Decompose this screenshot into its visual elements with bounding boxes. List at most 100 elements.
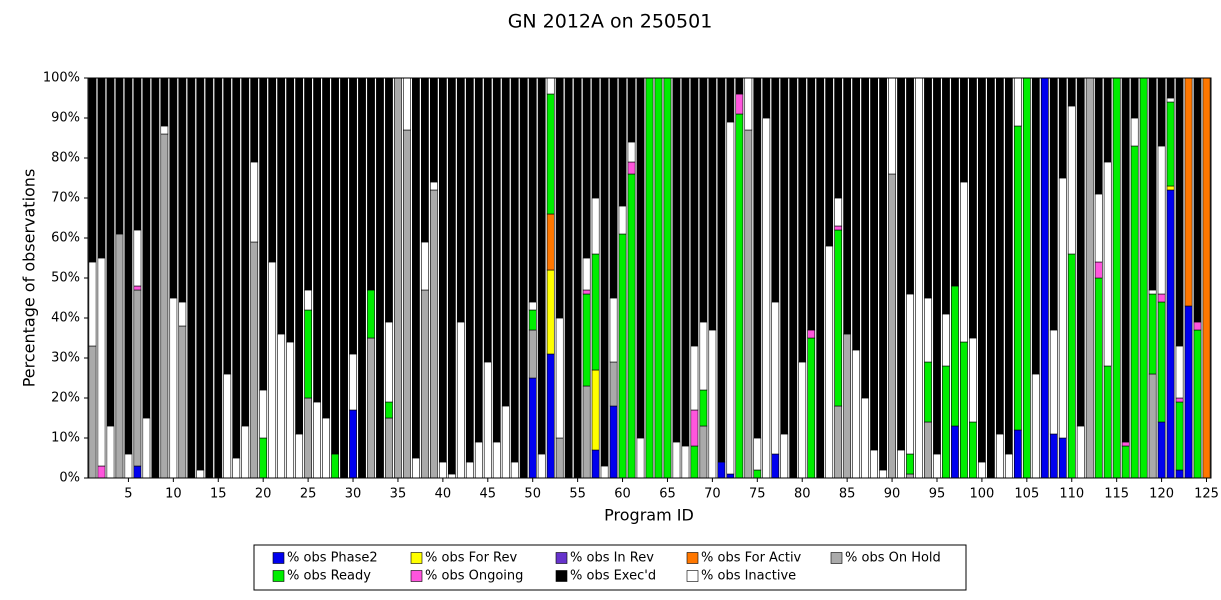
- bar-segment: [1013, 125, 1022, 431]
- bar-segment: [735, 93, 744, 115]
- bar-segment: [1067, 105, 1076, 255]
- bar-segment: [295, 77, 304, 435]
- bar-segment: [1103, 77, 1112, 163]
- bar-segment: [1166, 97, 1175, 103]
- bar-segment: [223, 77, 232, 375]
- bar-segment: [627, 161, 636, 175]
- bar-segment: [295, 433, 304, 479]
- bar-segment: [1013, 77, 1022, 127]
- y-axis-label: Percentage of observations: [20, 169, 39, 388]
- bar-segment: [609, 297, 618, 363]
- bar-segment: [798, 361, 807, 479]
- bar-segment: [546, 353, 555, 479]
- x-tick-label: 45: [480, 487, 497, 502]
- bar-segment: [456, 77, 465, 323]
- bar-segment: [412, 457, 420, 479]
- bar-segment: [600, 77, 609, 467]
- bar-segment: [528, 77, 537, 303]
- bar-segment: [268, 261, 277, 479]
- y-tick-label: 60%: [51, 231, 80, 246]
- bar-segment: [447, 473, 456, 479]
- bar-segment: [106, 425, 115, 479]
- bar-segment: [1184, 77, 1193, 307]
- x-tick-label: 85: [839, 487, 856, 502]
- bar-segment: [546, 77, 555, 95]
- bar-segment: [672, 77, 681, 443]
- bar-segment: [582, 77, 591, 259]
- bar-segment: [1166, 101, 1175, 187]
- bar-segment: [124, 453, 133, 479]
- bar-segment: [627, 173, 636, 479]
- bar-segment: [394, 77, 402, 479]
- x-tick-label: 25: [300, 487, 317, 502]
- bar-segment: [1166, 185, 1175, 191]
- bar-segment: [690, 445, 699, 479]
- bar-segment: [232, 77, 241, 459]
- bar-segment: [465, 461, 474, 479]
- bar-segment: [870, 77, 878, 451]
- bar-segment: [483, 361, 492, 479]
- x-tick-label: 40: [435, 487, 452, 502]
- bar-segment: [421, 241, 429, 291]
- bar-segment: [915, 77, 923, 479]
- bar-segment: [1058, 177, 1067, 439]
- bar-segment: [268, 77, 277, 263]
- bar-segment: [1157, 421, 1166, 479]
- bar-segment: [762, 77, 771, 119]
- y-tick-label: 100%: [43, 71, 80, 86]
- bar-segment: [717, 461, 726, 479]
- bar-segment: [960, 181, 968, 343]
- bar-segment: [1112, 77, 1121, 479]
- bar-segment: [906, 473, 914, 479]
- bar-segment: [753, 77, 762, 439]
- legend-label: % obs Ready: [287, 569, 371, 584]
- bar-segment: [241, 77, 250, 427]
- bar-segment: [591, 197, 600, 255]
- legend-swatch: [686, 570, 699, 582]
- bar-segment: [492, 441, 501, 479]
- x-tick-label: 20: [255, 487, 272, 502]
- bar-segment: [340, 77, 348, 479]
- bar-segment: [924, 297, 932, 363]
- bar-segment: [870, 449, 878, 479]
- bar-segment: [501, 77, 510, 407]
- bar-segment: [259, 437, 268, 479]
- bar-segment: [1058, 437, 1067, 479]
- bar-segment: [744, 77, 753, 131]
- bar-segment: [133, 229, 142, 287]
- bar-segment: [1040, 77, 1049, 479]
- bar-segment: [403, 129, 411, 479]
- bar-segment: [160, 77, 169, 127]
- bar-segment: [160, 125, 169, 135]
- bar-segment: [385, 417, 393, 479]
- bar-segment: [349, 409, 357, 479]
- bar-segment: [986, 77, 995, 479]
- bar-segment: [1130, 145, 1139, 479]
- bar-segment: [385, 321, 393, 403]
- bar-segment: [1022, 77, 1031, 479]
- bar-segment: [618, 205, 627, 235]
- bar-segment: [1031, 373, 1040, 479]
- bar-segment: [735, 77, 744, 95]
- bar-segment: [699, 425, 708, 479]
- bar-segment: [690, 409, 699, 447]
- bar-segment: [861, 77, 870, 399]
- legend-label: % obs Phase2: [287, 551, 378, 566]
- bar-segment: [528, 309, 537, 331]
- bar-segment: [196, 469, 205, 479]
- bar-segment: [528, 301, 537, 311]
- legend-label: % obs On Hold: [845, 551, 941, 566]
- bar-segment: [1049, 433, 1058, 479]
- chart-title: GN 2012A on 250501: [508, 11, 713, 33]
- bar-segment: [726, 77, 735, 123]
- bar-segment: [699, 77, 708, 323]
- bar-segment: [1175, 401, 1184, 471]
- x-tick-label: 110: [1059, 487, 1084, 502]
- bar-segment: [852, 349, 861, 479]
- bar-segment: [304, 289, 313, 311]
- bar-segment: [1157, 145, 1166, 295]
- y-tick-label: 90%: [51, 111, 80, 126]
- bar-segment: [573, 77, 582, 479]
- bar-segment: [88, 345, 97, 479]
- bar-segment: [591, 253, 600, 371]
